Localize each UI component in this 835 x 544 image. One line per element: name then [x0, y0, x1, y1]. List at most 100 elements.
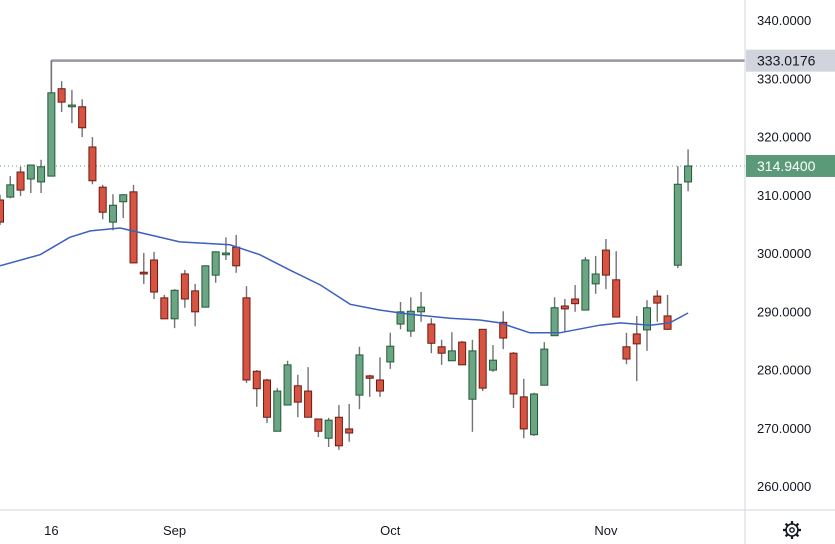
candle-body — [355, 354, 364, 396]
candle-body — [283, 364, 292, 406]
candle-body — [67, 104, 76, 108]
candle-32 — [324, 417, 333, 447]
candle-body — [47, 92, 56, 177]
x-tick-label: Oct — [380, 523, 401, 538]
candle-body — [478, 328, 487, 389]
candle-27 — [273, 388, 282, 432]
y-tick-label: 330.0000 — [757, 71, 811, 86]
candle-51 — [519, 378, 528, 439]
candle-62 — [632, 315, 641, 382]
candle-body — [345, 428, 354, 434]
price-label: 314.9400 — [757, 158, 816, 174]
candle-43 — [437, 339, 446, 365]
candle-body — [365, 375, 374, 379]
candle-body — [673, 183, 682, 266]
candle-body — [160, 297, 169, 320]
candle-body — [242, 297, 251, 381]
y-tick-label: 260.0000 — [757, 479, 811, 494]
candle-4 — [37, 159, 46, 194]
candle-1 — [6, 176, 15, 199]
candle-body — [499, 321, 508, 339]
candle-body — [129, 191, 138, 264]
candle-40 — [406, 297, 415, 337]
candle-body — [263, 379, 272, 418]
candle-52 — [530, 392, 539, 436]
candle-16 — [160, 294, 169, 320]
candle-body — [530, 393, 539, 436]
gear-icon[interactable] — [783, 521, 801, 539]
candle-body — [37, 166, 46, 183]
price-label-box — [746, 154, 835, 177]
x-tick-label: Nov — [594, 523, 618, 538]
price-labels: 333.0176 314.9400 — [746, 49, 835, 177]
candle-body — [540, 348, 549, 386]
candle-41 — [417, 292, 426, 322]
candle-14 — [139, 253, 148, 284]
candle-20 — [201, 265, 210, 308]
candle-body — [458, 341, 467, 366]
candle-5 — [47, 60, 56, 177]
candle-body — [437, 346, 446, 354]
candle-body — [211, 251, 220, 276]
candle-3 — [26, 164, 35, 194]
candle-38 — [386, 332, 395, 369]
candle-body — [191, 290, 200, 313]
candle-59 — [601, 239, 610, 290]
candle-46 — [468, 339, 477, 432]
candle-26 — [263, 378, 272, 424]
x-axis[interactable]: 16 Sep Oct Nov — [44, 523, 618, 538]
x-tick-label: Sep — [163, 523, 186, 538]
candle-body — [98, 186, 107, 213]
candle-body — [488, 359, 497, 371]
candle-37 — [375, 357, 384, 397]
candle-58 — [591, 255, 600, 294]
candle-body — [406, 310, 415, 332]
candle-53 — [540, 342, 549, 386]
candle-body — [684, 165, 693, 183]
price-label: 333.0176 — [757, 53, 816, 69]
plot-area — [0, 59, 745, 450]
candle-body — [643, 307, 652, 331]
candle-body — [417, 306, 426, 313]
candle-body — [150, 259, 159, 293]
candle-34 — [345, 403, 354, 442]
candle-23 — [232, 234, 241, 273]
candle-body — [581, 259, 590, 311]
candle-body — [447, 350, 456, 362]
candle-body — [550, 307, 559, 337]
candle-body — [108, 204, 117, 223]
candle-0 — [0, 194, 4, 226]
candle-body — [314, 418, 323, 432]
candle-21 — [211, 251, 220, 283]
candle-6 — [57, 81, 66, 113]
candle-55 — [560, 299, 569, 333]
y-axis[interactable]: 340.0000 330.0000 320.0000 310.0000 300.0000… — [757, 13, 811, 494]
candle-body — [273, 390, 282, 432]
candle-8 — [78, 99, 87, 138]
candle-body — [0, 199, 4, 223]
y-tick-label: 270.0000 — [757, 421, 811, 436]
candle-22 — [221, 237, 230, 260]
candle-body — [78, 106, 87, 129]
candle-body — [519, 396, 528, 430]
candle-body — [16, 171, 25, 191]
candle-13 — [129, 184, 138, 264]
candle-25 — [252, 370, 261, 407]
candle-body — [386, 345, 395, 363]
candle-body — [560, 305, 569, 310]
candle-body — [591, 273, 600, 285]
candle-50 — [509, 352, 518, 408]
candle-body — [26, 164, 35, 180]
candle-body — [221, 252, 230, 256]
candle-body — [88, 146, 97, 182]
candle-66 — [673, 166, 682, 269]
y-tick-label: 320.0000 — [757, 130, 811, 145]
candle-body — [612, 279, 621, 318]
candle-18 — [180, 269, 189, 308]
candle-35 — [355, 346, 364, 410]
y-tick-label: 310.0000 — [757, 188, 811, 203]
candle-61 — [622, 332, 631, 365]
candle-24 — [242, 286, 251, 383]
candle-body — [509, 352, 518, 395]
